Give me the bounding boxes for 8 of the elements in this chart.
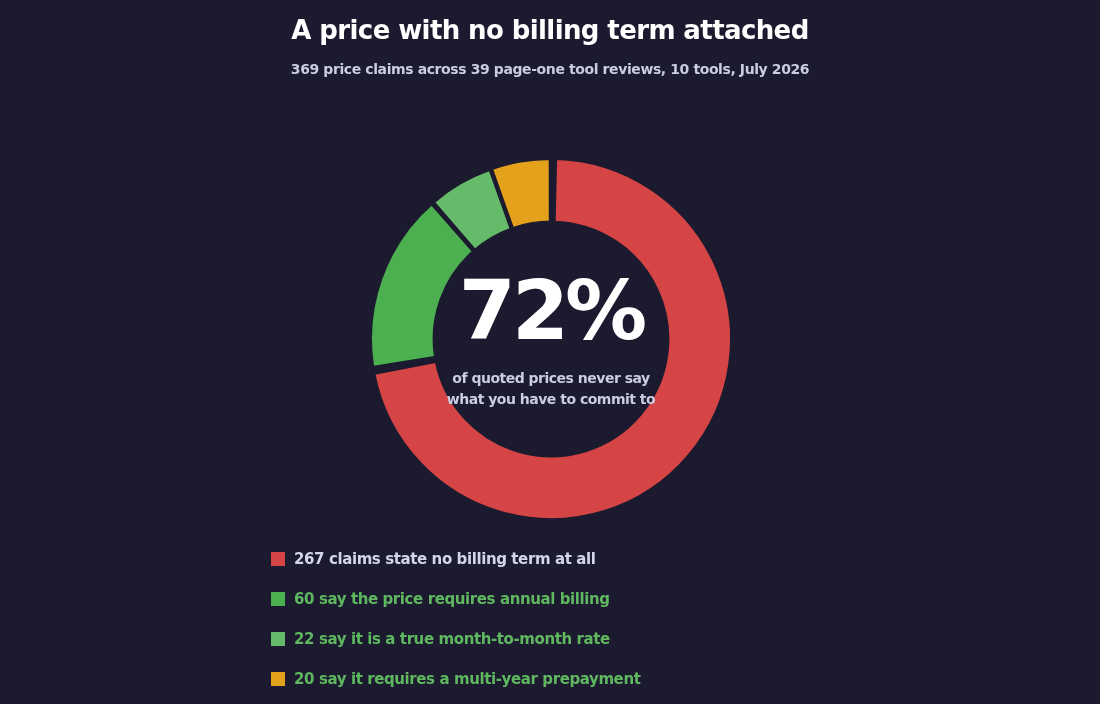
legend-label: 267 claims state no billing term at all	[294, 550, 596, 568]
text: 72%	[457, 263, 645, 358]
legend-label: 22 say it is a true month-to-month rate	[294, 630, 610, 648]
legend-label: 20 say it requires a multi-year prepayment	[294, 670, 641, 688]
legend-label: 60 say the price requires annual billing	[294, 590, 610, 608]
chart-title: A price with no billing term attached	[290, 15, 810, 45]
chart-subtitle: 369 price claims across 39 page-one tool reviews, 10 tools, July 2026	[289, 61, 811, 77]
text: of quoted prices never say what you have to commit to	[445, 369, 657, 409]
